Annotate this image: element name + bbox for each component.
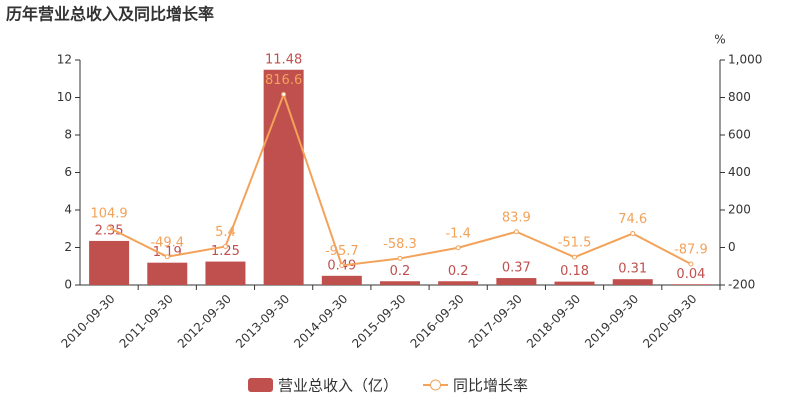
line-value-label: -95.7 [325,244,359,259]
line-value-label: 816.6 [265,73,302,88]
bar [612,279,653,285]
bar-value-label: 0.2 [448,264,469,279]
legend-swatch [248,378,273,392]
line-value-label: 83.9 [502,210,531,225]
x-tick-label: 2017-09-30 [466,292,525,351]
line-point [630,231,636,237]
y-tick-label: 12 [57,53,72,67]
x-tick-label: 2010-09-30 [58,292,117,351]
bar-value-label: 0.37 [502,261,531,276]
bar-value-label: 0.31 [618,262,647,277]
bar-value-label: 11.48 [265,52,302,67]
y-tick-label: 10 [57,90,72,104]
bar-value-label: 0.04 [676,267,705,282]
bar [89,240,130,285]
chart-title: 历年营业总收入及同比增长率 [6,5,214,24]
x-tick-label: 2015-09-30 [349,292,408,351]
x-tick-label: 2018-09-30 [524,292,583,351]
bar [147,262,188,285]
line-value-label: -58.3 [383,237,417,252]
line-point [572,254,578,260]
y2-tick-label: 800 [728,90,751,104]
legend-swatch [430,379,442,391]
line-point [397,255,403,261]
bar-value-label: 0.2 [390,264,411,279]
x-tick-label: 2014-09-30 [291,292,350,351]
line-point [688,261,694,267]
line-point [106,225,112,231]
y-tick-label: 2 [64,240,72,254]
line-value-label: -51.5 [558,236,592,251]
line-value-label: 5.4 [215,225,236,240]
bar [321,275,362,285]
y-tick-label: 0 [64,278,72,292]
bar [670,284,711,285]
bar [438,281,479,285]
legend-label: 营业总收入（亿） [278,377,398,395]
y2-unit: % [714,33,725,47]
bar [496,278,537,285]
y2-tick-label: 1,000 [728,53,762,67]
y-tick-label: 6 [64,165,72,179]
line-point [222,243,228,249]
bar [205,261,246,285]
x-tick-label: 2011-09-30 [117,292,176,351]
line-point [513,229,519,235]
bar [263,69,304,285]
x-tick-label: 2013-09-30 [233,292,292,351]
bar-value-label: 2.35 [95,223,124,238]
bar [380,281,420,285]
x-tick-label: 2016-09-30 [408,292,467,351]
line-value-label: -49.4 [150,235,184,250]
bar [554,281,595,285]
line-value-label: 104.9 [90,206,127,221]
y2-tick-label: -200 [728,278,755,292]
legend-label: 同比增长率 [453,377,528,395]
y-tick-label: 4 [64,203,72,217]
line-point [455,245,461,251]
line-point [339,262,345,268]
line-point [281,91,287,97]
x-tick-label: 2012-09-30 [175,292,234,351]
line-point [164,254,170,260]
line-value-label: -87.9 [674,242,708,257]
x-tick-label: 2019-09-30 [582,292,641,351]
bar-value-label: 0.18 [560,264,589,279]
y2-tick-label: 600 [728,128,751,142]
line-value-label: 74.6 [618,212,647,227]
y-tick-label: 8 [64,128,72,142]
y2-tick-label: 400 [728,165,751,179]
x-tick-label: 2020-09-30 [640,292,699,351]
y2-tick-label: 0 [728,240,736,254]
y2-tick-label: 200 [728,203,751,217]
line-value-label: -1.4 [445,226,470,241]
